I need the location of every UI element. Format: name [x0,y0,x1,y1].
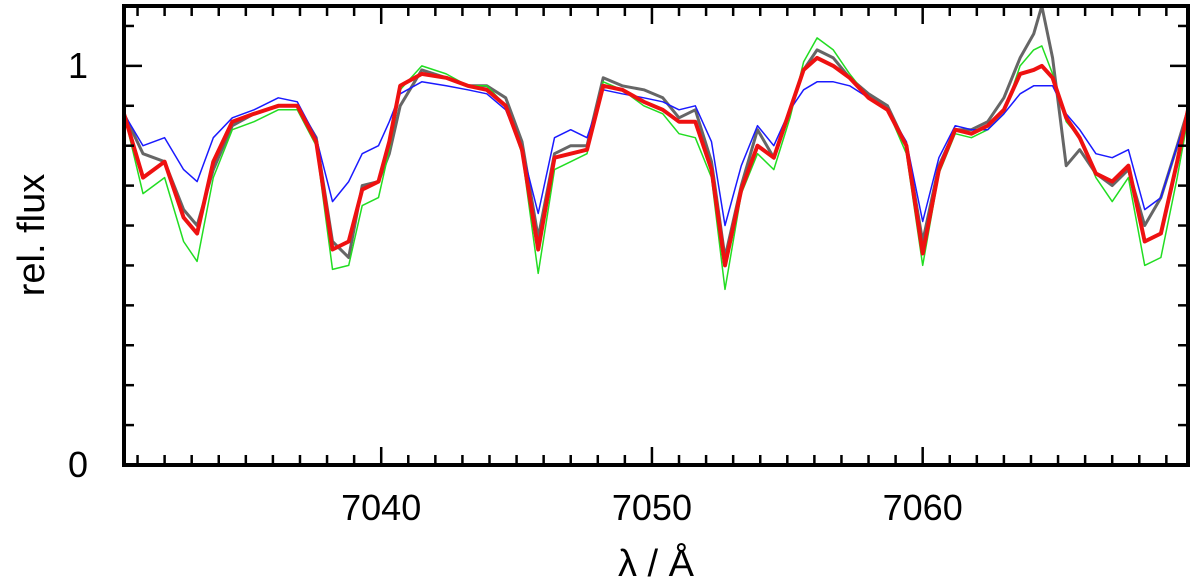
x-tick-label: 7060 [883,487,963,528]
tick-label-layer: 7040 7050 7060 0 1 [68,45,963,528]
plot-frame [122,4,1190,467]
tick-layer [124,6,1188,467]
y-axis-label: rel. flux [11,174,53,296]
series-line-0 [124,6,1188,259]
series-line-2 [124,81,1188,227]
series-layer [124,6,1188,291]
x-tick-label: 7050 [612,487,692,528]
y-tick-label: 0 [68,444,88,485]
series-line-1 [124,37,1188,291]
x-tick-label: 7040 [341,487,421,528]
x-axis-label: λ / Å [618,541,695,584]
series-line-3 [124,55,1188,268]
y-tick-label: 1 [68,45,88,86]
